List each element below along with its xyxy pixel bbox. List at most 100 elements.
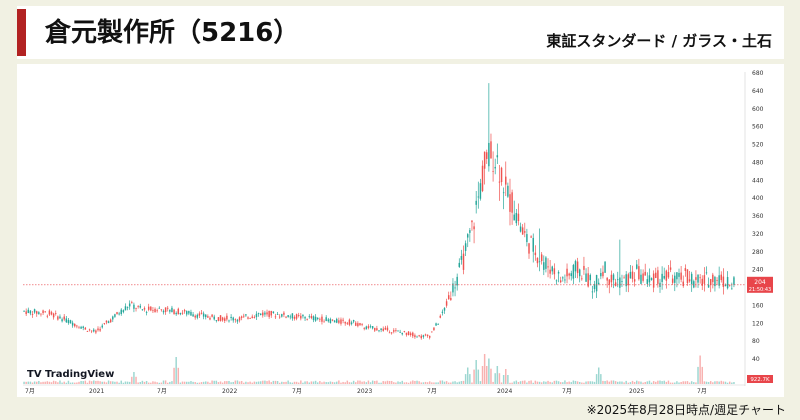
candle-body xyxy=(581,278,583,280)
candle-body xyxy=(718,275,720,286)
volume-bar xyxy=(190,381,192,384)
volume-bar xyxy=(562,382,564,384)
candle-body xyxy=(363,328,365,329)
volume-bar xyxy=(253,381,256,384)
volume-bar xyxy=(224,381,226,384)
candle-body xyxy=(109,319,112,323)
candle-body xyxy=(469,230,471,233)
candle-body xyxy=(266,312,268,315)
candle-body xyxy=(397,330,399,332)
candle-body xyxy=(543,262,545,270)
candle-body xyxy=(412,332,414,337)
candle-body xyxy=(589,274,592,281)
volume-bar xyxy=(454,381,456,384)
candle-body xyxy=(306,318,308,320)
candle-body xyxy=(147,306,150,310)
candle-body xyxy=(35,311,38,314)
volume-bar xyxy=(285,381,287,384)
candle-body xyxy=(40,313,42,315)
candle-body xyxy=(667,272,670,278)
candle-body xyxy=(228,320,230,322)
candle-body xyxy=(460,256,463,260)
candle-body xyxy=(382,328,384,331)
candle-body xyxy=(291,313,294,319)
volume-bar xyxy=(179,382,182,384)
last-price-countdown: 21:50:43 xyxy=(749,287,771,293)
volume-bar xyxy=(642,382,644,384)
volume-bar xyxy=(255,381,258,384)
volume-bar xyxy=(625,380,627,384)
volume-bar xyxy=(80,380,82,384)
candle-body xyxy=(454,287,456,289)
volume-bar xyxy=(114,381,116,384)
volume-bar xyxy=(684,381,687,384)
volume-bar xyxy=(196,382,199,384)
price-chart[interactable]: 6806406005605204804404003603202802402001… xyxy=(17,64,784,397)
volume-bar xyxy=(407,382,410,384)
candle-body xyxy=(617,279,619,281)
volume-bar xyxy=(99,381,101,384)
volume-bar xyxy=(456,382,458,384)
candle-body xyxy=(114,314,116,317)
candle-body xyxy=(693,281,695,288)
volume-bar xyxy=(671,382,674,384)
volume-bar xyxy=(483,354,486,384)
candle-body xyxy=(490,141,492,159)
volume-bar xyxy=(52,380,55,384)
volume-bar xyxy=(426,382,429,384)
x-tick-label: 2025 xyxy=(629,388,644,395)
volume-bar xyxy=(595,374,598,384)
candle-body xyxy=(137,306,139,307)
x-tick-label: 7月 xyxy=(562,388,572,395)
volume-bar xyxy=(496,366,499,384)
volume-bar xyxy=(185,381,188,384)
candle-body xyxy=(164,307,167,313)
y-tick-label: 360 xyxy=(752,213,764,220)
volume-bar xyxy=(139,381,141,384)
candle-body xyxy=(731,288,733,290)
x-tick-label: 7月 xyxy=(292,388,302,395)
volume-bar xyxy=(659,380,661,384)
candle-body xyxy=(494,166,496,169)
x-tick-label: 7月 xyxy=(25,388,35,395)
candle-body xyxy=(671,278,674,283)
candle-body xyxy=(570,273,573,277)
volume-bar xyxy=(221,382,224,384)
volume-bar xyxy=(276,381,279,384)
volume-bar xyxy=(240,380,243,384)
volume-bar xyxy=(346,380,349,384)
candle-body xyxy=(183,310,186,312)
volume-bar xyxy=(150,382,152,384)
volume-bar xyxy=(521,380,524,384)
volume-bar xyxy=(471,382,473,384)
y-tick-label: 280 xyxy=(752,249,764,256)
volume-bar xyxy=(538,381,541,384)
volume-bar xyxy=(336,381,338,384)
candle-body xyxy=(29,310,32,314)
volume-bar xyxy=(278,382,281,384)
volume-bar xyxy=(619,381,621,384)
candle-body xyxy=(38,312,40,315)
volume-bar xyxy=(608,381,611,384)
volume-bar xyxy=(169,381,171,384)
volume-bar xyxy=(69,382,72,384)
candle-body xyxy=(200,312,203,314)
candle-body xyxy=(264,312,266,315)
candle-body xyxy=(274,316,277,318)
candle-body xyxy=(610,274,613,283)
volume-bar xyxy=(46,381,49,384)
candle-body xyxy=(697,274,699,283)
y-tick-label: 560 xyxy=(752,124,764,131)
candle-body xyxy=(211,314,213,317)
candle-body xyxy=(733,277,735,285)
volume-bar xyxy=(247,382,249,384)
candle-body xyxy=(141,309,144,311)
volume-bar xyxy=(33,381,36,384)
volume-bar xyxy=(437,382,439,384)
volume-bar xyxy=(450,382,452,384)
volume-bar xyxy=(344,382,346,384)
chart-panel[interactable]: 6806406005605204804404003603202802402001… xyxy=(17,64,784,397)
volume-bar xyxy=(502,375,505,384)
title-accent-bar xyxy=(17,9,26,56)
candle-body xyxy=(684,268,687,271)
